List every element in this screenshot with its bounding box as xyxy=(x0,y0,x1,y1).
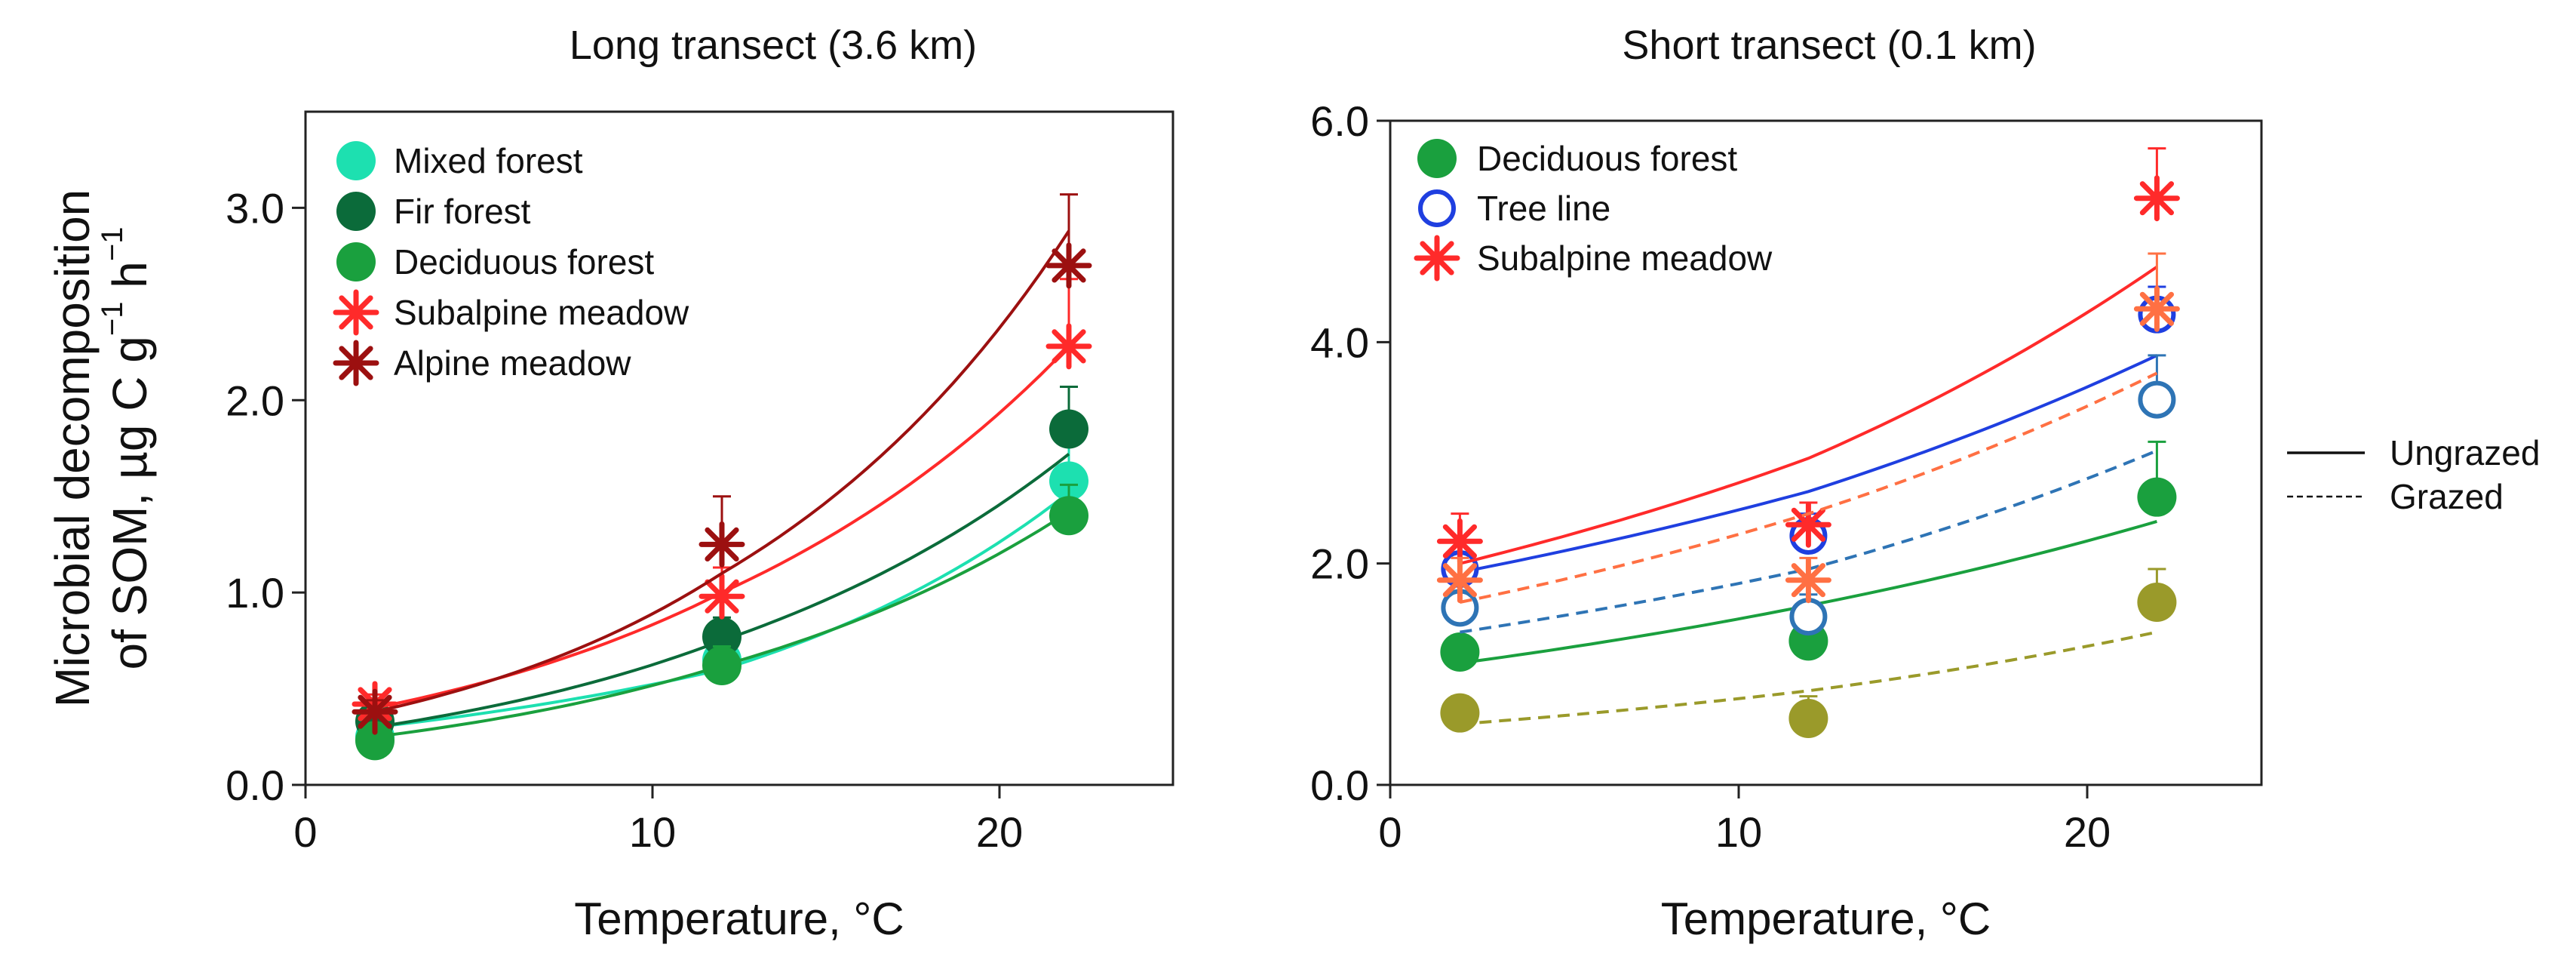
legend-marker xyxy=(1414,235,1460,281)
label-part: h xyxy=(103,261,157,301)
plot-frame xyxy=(1389,119,2263,786)
fit-line xyxy=(1460,354,2158,574)
y-tick-label: 0.0 xyxy=(226,761,284,809)
legend-marker xyxy=(336,242,376,281)
y-tick-label: 2.0 xyxy=(226,377,284,424)
data-point xyxy=(2133,285,2180,332)
data-point xyxy=(1789,598,1828,636)
series-alpine-meadow xyxy=(352,193,1092,735)
data-point xyxy=(2133,175,2180,222)
series-deciduous-forest-grazed xyxy=(1440,568,2177,738)
data-point xyxy=(1785,501,1831,548)
data-point xyxy=(1045,242,1092,289)
data-point xyxy=(1785,557,1831,604)
plot-frame xyxy=(304,110,1174,786)
legend-label: Tree line xyxy=(1477,189,1610,228)
data-point xyxy=(698,521,745,568)
legend-label: Subalpine meadow xyxy=(1477,238,1773,278)
y-axis-label-line2: of SOM, µg C g−1 h−1 xyxy=(96,227,157,670)
data-point xyxy=(1436,557,1483,604)
data-point xyxy=(2138,380,2176,419)
x-tick-label: 0 xyxy=(293,808,317,856)
legend-short-transect: Deciduous forest Tree line Subalpine meado… xyxy=(1414,139,1773,281)
legend-label: Grazed xyxy=(2390,477,2504,516)
legend-marker xyxy=(1417,139,1457,178)
series-deciduous-forest-ungrazed xyxy=(1440,440,2177,672)
superscript: −1 xyxy=(96,227,129,262)
label-part: of SOM, µg C g xyxy=(103,336,157,669)
x-tick-label: 10 xyxy=(629,808,676,856)
fit-line xyxy=(374,229,1070,714)
chart-title: Short transect (0.1 km) xyxy=(1622,23,2036,68)
chart-panel-1: Long transect (3.6 km) Temperature, °C 0 10… xyxy=(226,23,1174,944)
legend-label: Subalpine meadow xyxy=(394,293,689,332)
y-tick-label: 6.0 xyxy=(1310,97,1369,145)
legend-label: Mixed forest xyxy=(394,141,583,180)
data-point xyxy=(1049,496,1088,536)
legend-marker xyxy=(333,340,379,386)
legend-marker xyxy=(336,192,376,231)
series-deciduous-forest xyxy=(355,483,1088,761)
legend-marker xyxy=(336,141,376,180)
data-point xyxy=(2137,583,2177,622)
fit-line xyxy=(1459,265,2158,565)
data-point xyxy=(1049,461,1088,501)
data-point xyxy=(1436,518,1483,565)
y-axis-label: Microbial decomposition of SOM, µg C g−1 … xyxy=(45,189,157,708)
data-point xyxy=(1440,693,1480,733)
data-point xyxy=(1440,632,1480,672)
data-point xyxy=(1045,323,1092,370)
legend-long-transect: Mixed forest Fir forest Deciduous forest Su… xyxy=(333,141,689,386)
legend-marker xyxy=(333,289,379,336)
data-point xyxy=(1788,699,1828,738)
data-point xyxy=(1049,409,1088,449)
x-tick-label: 20 xyxy=(976,808,1023,856)
x-tick-label: 10 xyxy=(1715,808,1762,856)
legend-label: Deciduous forest xyxy=(394,242,654,281)
x-tick-label: 0 xyxy=(1378,808,1402,856)
data-point xyxy=(702,645,741,685)
data-point xyxy=(2137,477,2177,517)
x-axis-label: Temperature, °C xyxy=(574,894,904,944)
legend-label: Deciduous forest xyxy=(1477,139,1737,178)
data-point xyxy=(698,573,745,620)
y-tick-label: 2.0 xyxy=(1310,540,1369,588)
series-subalpine-meadow-grazed xyxy=(1436,252,2180,604)
fit-line xyxy=(1459,371,2158,604)
data-point xyxy=(702,617,741,657)
superscript: −1 xyxy=(96,302,129,337)
legend-line-style: Ungrazed Grazed xyxy=(2287,433,2540,516)
y-tick-label: 1.0 xyxy=(226,569,284,617)
y-tick-label: 0.0 xyxy=(1310,761,1369,809)
legend-label: Ungrazed xyxy=(2390,433,2540,472)
data-point xyxy=(352,688,398,735)
y-tick-label: 4.0 xyxy=(1310,318,1369,366)
legend-marker xyxy=(1418,189,1456,227)
x-tick-label: 20 xyxy=(2064,808,2111,856)
chart-panel-2: Short transect (0.1 km) Temperature, °C 0 1… xyxy=(1310,23,2263,944)
legend-label: Alpine meadow xyxy=(394,343,631,383)
legend-label: Fir forest xyxy=(394,192,531,231)
data-point xyxy=(355,721,395,761)
chart-title: Long transect (3.6 km) xyxy=(570,23,977,68)
y-axis-label-line1: Microbial decomposition xyxy=(45,189,100,708)
series-subalpine-meadow-ungrazed xyxy=(1436,147,2180,565)
y-tick-label: 3.0 xyxy=(226,184,284,232)
x-axis-label: Temperature, °C xyxy=(1661,894,1991,944)
